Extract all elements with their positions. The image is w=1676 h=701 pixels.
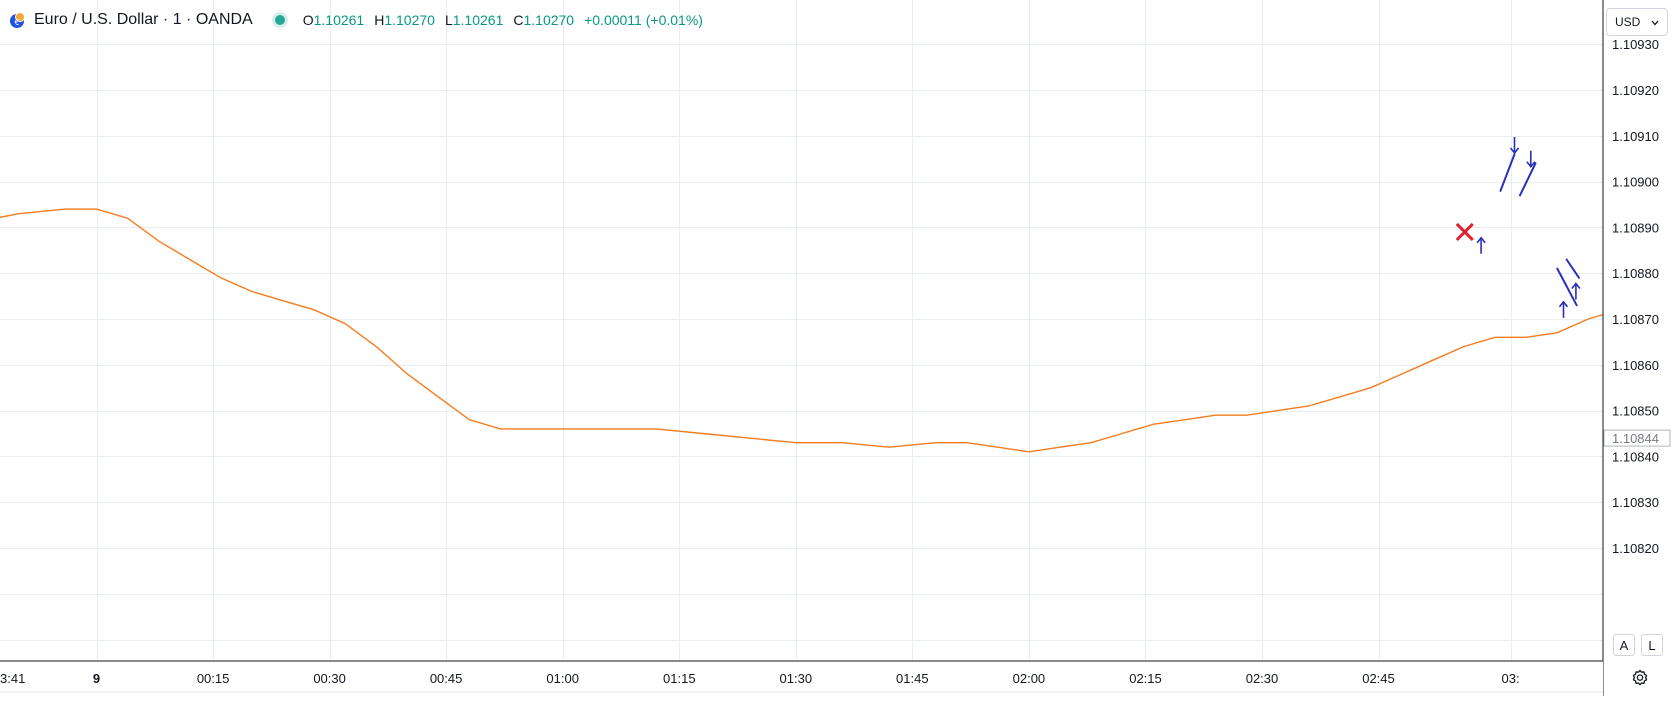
arrow-down-icon — [1509, 137, 1520, 155]
time-tick-label: 01:15 — [663, 671, 696, 686]
ohlc-close: C1.10270 — [513, 12, 575, 28]
grid-lines — [0, 0, 1603, 661]
arrow-down-icon — [1526, 150, 1536, 168]
time-tick-label: 01:00 — [546, 671, 579, 686]
market-open-dot-icon[interactable] — [274, 15, 285, 25]
price-label-box — [1603, 429, 1671, 447]
svg-text:€: € — [14, 18, 19, 27]
price-tick-label: 1.10900 — [1612, 175, 1659, 190]
price-tick-label: 1.10840 — [1612, 449, 1659, 464]
price-label-text: 1.10844 — [1612, 431, 1659, 446]
price-tick-label: 1.10880 — [1612, 266, 1659, 281]
annotation-line — [1519, 162, 1537, 197]
chevron-down-icon — [1651, 15, 1659, 29]
arrow-up-icon — [1476, 236, 1486, 254]
annotation-line — [1556, 267, 1578, 307]
ohlc-open: O1.10261 — [302, 12, 365, 28]
euro-dollar-icon[interactable]: € — [8, 11, 26, 29]
arrow-head — [1558, 300, 1569, 308]
time-tick-label: 00:15 — [197, 671, 230, 686]
time-tick-label: 02:45 — [1362, 671, 1395, 686]
ohlc-low: L1.10261 — [444, 12, 504, 28]
arrow-up-icon — [1571, 282, 1581, 300]
time-tick-label: 02:00 — [1013, 671, 1046, 686]
cross-stroke — [1455, 222, 1474, 242]
ohlc-change: +0.00011 (+0.01%) — [584, 12, 703, 28]
price-tick-label: 1.10850 — [1612, 404, 1659, 419]
annotation-line — [1565, 258, 1580, 279]
time-tick-label: 03: — [1502, 671, 1520, 686]
arrow-head — [1476, 236, 1486, 244]
symbol-title[interactable]: Euro / U.S. Dollar · 1 · OANDA — [34, 11, 253, 28]
time-tick-label: 00:45 — [430, 671, 463, 686]
currency-button[interactable]: USD — [1606, 8, 1668, 36]
annotation-line — [1499, 153, 1516, 192]
price-tick-label: 1.10930 — [1612, 37, 1659, 52]
price-tick-label: 1.10870 — [1612, 312, 1659, 327]
time-tick-label: 02:30 — [1246, 671, 1279, 686]
arrow-head — [1571, 282, 1581, 290]
arrow-head — [1526, 161, 1536, 168]
price-tick-label: 1.10830 — [1612, 495, 1659, 510]
price-tick-label: 1.10910 — [1612, 129, 1659, 144]
ohlc-values: O1.10261 H1.10270 L1.10261 C1.10270 +0.0… — [303, 12, 703, 28]
time-tick-label: 02:15 — [1129, 671, 1162, 686]
arrow-up-icon — [1558, 300, 1569, 318]
gear-icon[interactable] — [1628, 666, 1652, 690]
time-tick-label: 00:30 — [313, 671, 346, 686]
log-scale-button[interactable]: L — [1641, 634, 1663, 656]
price-tick-label: 1.10820 — [1612, 541, 1659, 556]
price-tick-label: 1.10860 — [1612, 358, 1659, 373]
ohlc-high: H1.10270 — [374, 12, 435, 28]
moving-average-layer — [0, 208, 1643, 453]
time-axis[interactable]: 3:41 9 00:15 00:30 00:45 01:00 01:15 01:30 01:45… — [0, 671, 1520, 686]
currency-label: USD — [1615, 15, 1641, 29]
cross-marker-icon — [1455, 222, 1474, 242]
time-tick-label: 01:30 — [780, 671, 813, 686]
price-axis[interactable]: 1.10930 1.10920 1.10910 1.10900 1.10890 1.108… — [1612, 37, 1659, 556]
time-tick-label: 3:41 — [0, 671, 25, 686]
price-tick-label: 1.10920 — [1612, 83, 1659, 98]
legend-header: € Euro / U.S. Dollar · 1 · OANDA O1.1026… — [8, 6, 703, 34]
arrow-head — [1509, 147, 1520, 155]
price-tick-label: 1.10890 — [1612, 220, 1659, 235]
moving-average-line — [0, 208, 1643, 453]
current-price-label: 1.10844 — [1603, 429, 1671, 447]
annotations-layer — [1455, 137, 1581, 318]
time-tick-label: 9 — [93, 671, 100, 686]
time-tick-label: 01:45 — [896, 671, 929, 686]
auto-scale-button[interactable]: A — [1613, 634, 1635, 656]
